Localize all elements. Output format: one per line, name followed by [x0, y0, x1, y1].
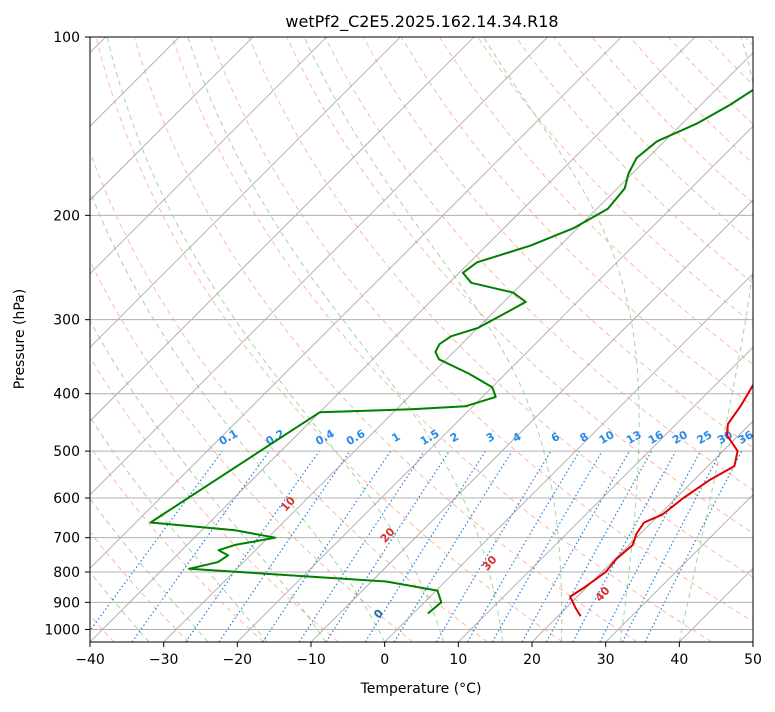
dry-adiabat-line	[592, 37, 775, 642]
isotherms	[0, 37, 775, 642]
isotherm-line	[0, 37, 253, 642]
mixing-ratio-line	[468, 451, 580, 642]
moist-adiabat-label: 30	[480, 553, 500, 573]
y-tick-label: 500	[53, 444, 80, 460]
plot-frame	[90, 37, 753, 642]
dry-adiabat-line	[20, 37, 413, 642]
moist-adiabat-line	[107, 37, 443, 642]
x-axis: −40 −30 −20 −10 0 10 20 30 40 50	[75, 642, 762, 668]
y-axis-label: Pressure (hPa)	[12, 289, 28, 389]
dry-adiabat-line	[0, 37, 189, 642]
y-tick-label: 1000	[44, 622, 80, 638]
y-tick-label: 100	[53, 30, 80, 46]
mixing-ratio-label: 13	[624, 428, 644, 447]
line-labels: -100-90-80-70-60-50-40-30-20-10010203040…	[0, 20, 756, 621]
mixing-ratio-label: 0.6	[344, 427, 368, 448]
x-tick-label: 40	[670, 652, 688, 668]
isotherm-line	[311, 37, 775, 642]
x-tick-label: −40	[75, 652, 105, 668]
moist-adiabat-line	[0, 37, 208, 642]
mixing-ratio-label: 10	[597, 428, 617, 447]
mixing-ratio-label: 1.5	[418, 427, 441, 448]
x-tick-label: 20	[523, 652, 541, 668]
moist-adiabat-line	[304, 37, 561, 642]
isotherm-line	[532, 37, 775, 642]
pressure-gridlines	[90, 37, 753, 629]
y-tick-label: 200	[53, 208, 80, 224]
isotherm-line	[237, 37, 775, 642]
dry-adiabat-line	[58, 37, 488, 642]
mixing-ratio-line	[522, 451, 629, 642]
x-tick-label: −30	[149, 652, 179, 668]
y-tick-label: 400	[53, 387, 80, 403]
moist-adiabat-label: 40	[593, 584, 613, 604]
dry-adiabat-line	[745, 37, 775, 642]
y-tick-label: 900	[53, 595, 80, 611]
dry-adiabats	[0, 37, 775, 642]
y-tick-label: 800	[53, 565, 80, 581]
dry-adiabat-line	[707, 37, 775, 642]
isotherm-line	[385, 37, 775, 642]
temperature-profile-line	[570, 37, 775, 616]
mixing-ratio-line	[436, 451, 551, 642]
dry-adiabat-line	[0, 37, 338, 642]
mixing-ratio-label: 20	[670, 428, 690, 447]
x-tick-label: 10	[449, 652, 467, 668]
isotherm-line	[458, 37, 775, 642]
y-tick-label: 700	[53, 531, 80, 547]
mixing-ratio-label: 0.2	[263, 427, 286, 448]
x-tick-label: −10	[296, 652, 326, 668]
y-tick-label: 600	[53, 491, 80, 507]
moist-adiabat-label: 20	[378, 525, 398, 545]
x-tick-label: 30	[597, 652, 615, 668]
x-tick-label: 50	[744, 652, 762, 668]
mixing-ratio-label: 0.1	[217, 427, 240, 448]
moist-adiabat-line	[188, 37, 503, 642]
mixing-ratio-label: 25	[695, 428, 715, 447]
dry-adiabat-line	[0, 37, 264, 642]
mixing-ratio-label: 2	[448, 430, 461, 445]
isotherm-line	[0, 37, 400, 642]
mixing-ratio-label: 0.4	[313, 427, 337, 448]
isotherm-line	[753, 37, 775, 642]
mixing-ratio-label: 16	[646, 428, 666, 447]
mixing-ratio-line	[299, 451, 424, 642]
x-axis-label: Temperature (°C)	[360, 681, 482, 697]
mixing-ratio-line	[546, 451, 651, 642]
moist-adiabat-line	[0, 37, 267, 642]
mixing-ratio-label: 3	[484, 430, 497, 445]
mixing-ratio-label: 1	[390, 430, 403, 445]
x-tick-label: −20	[223, 652, 253, 668]
chart-title: wetPf2_C2E5.2025.162.14.34.R18	[285, 12, 558, 32]
dry-adiabat-line	[134, 37, 637, 642]
x-tick-label: 0	[380, 652, 389, 668]
plot-area: -100-90-80-70-60-50-40-30-20-10010203040…	[0, 20, 775, 642]
isotherm-line	[90, 37, 695, 642]
isotherm-line	[0, 37, 474, 642]
mixing-ratio-line	[82, 451, 223, 642]
y-axis: 100 200 300 400 500 600 700 800 900 1000	[44, 30, 90, 638]
mixing-ratio-label: 4	[510, 430, 523, 445]
mixing-ratio-line	[326, 451, 449, 642]
isotherm-line	[164, 37, 769, 642]
moist-adiabat-line	[0, 37, 326, 642]
isotherm-line	[16, 37, 621, 642]
dry-adiabat-line	[516, 37, 775, 642]
mixing-ratio-lines	[82, 451, 742, 642]
y-tick-label: 300	[53, 313, 80, 329]
dry-adiabat-line	[668, 37, 775, 642]
isotherm-line	[0, 37, 548, 642]
isotherm-line	[0, 37, 327, 642]
isotherm-line	[679, 37, 775, 642]
moist-adiabat-label: 10	[278, 494, 298, 514]
